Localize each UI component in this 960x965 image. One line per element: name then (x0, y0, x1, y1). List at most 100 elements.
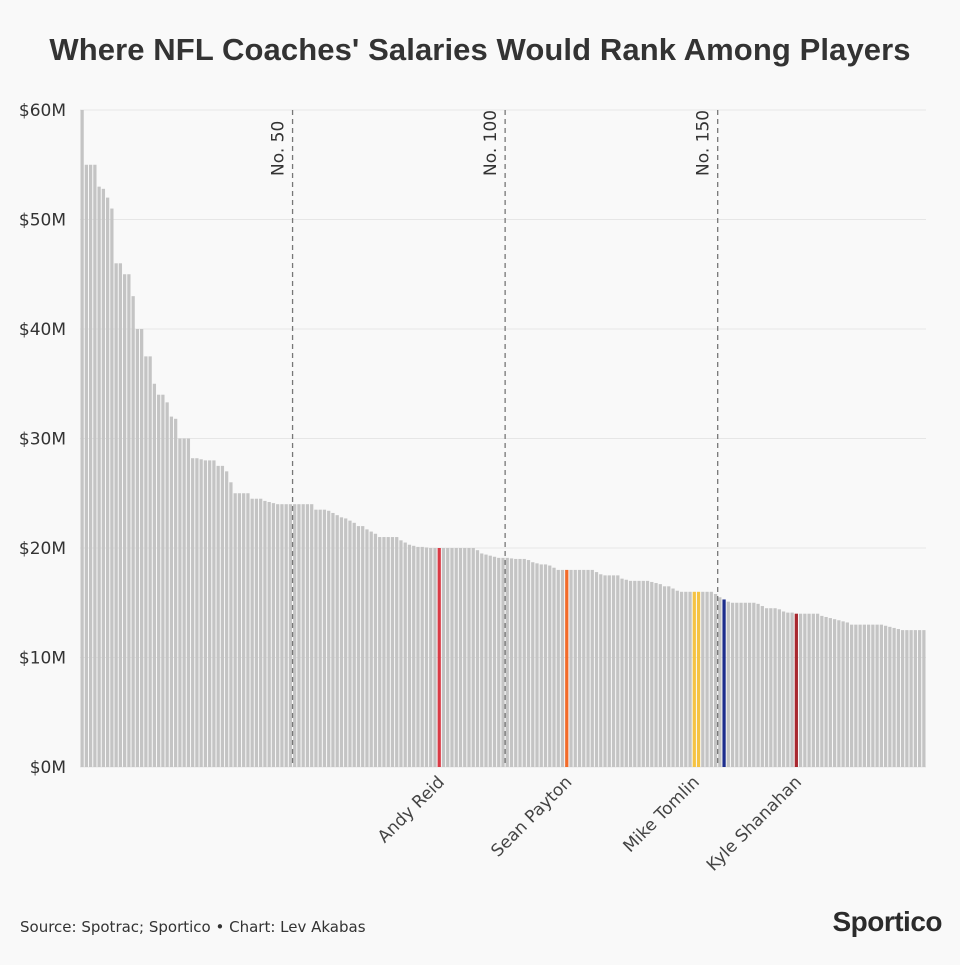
bar (628, 580, 633, 767)
highlight-name-label: Andy Reid (374, 772, 449, 847)
bar (671, 588, 675, 767)
bar (454, 548, 458, 767)
bar (713, 593, 718, 767)
bar (497, 557, 501, 767)
bar (365, 529, 369, 767)
bar (807, 613, 811, 767)
highlight-name-label: Kyle Shanahan (703, 772, 806, 875)
bars (80, 110, 926, 768)
bar (250, 498, 254, 767)
bar (471, 548, 475, 767)
bar (450, 548, 454, 767)
bar (790, 612, 794, 767)
bar (582, 569, 586, 767)
bar (399, 540, 403, 767)
bar (509, 558, 514, 767)
bar (633, 580, 637, 767)
bar (573, 569, 577, 767)
bar (237, 493, 242, 767)
bar (148, 356, 152, 767)
bar (654, 583, 658, 767)
bar (208, 460, 212, 767)
source-note: Source: Spotrac; Sportico • Chart: Lev A… (20, 918, 366, 936)
bar (620, 578, 624, 767)
bar (505, 557, 509, 767)
bar (203, 460, 208, 767)
bar (403, 542, 407, 767)
bar (616, 575, 620, 767)
bar (769, 608, 773, 767)
bar (373, 533, 378, 767)
bar (348, 520, 352, 767)
bar (743, 602, 747, 767)
chart-title: Where NFL Coaches' Salaries Would Rank A… (49, 32, 911, 67)
bar (437, 548, 441, 767)
bar (386, 537, 390, 767)
bar (590, 569, 594, 767)
bar (624, 579, 628, 767)
bar (186, 438, 191, 767)
bar (301, 504, 305, 767)
bar (93, 164, 97, 767)
bar (216, 465, 220, 767)
bar (858, 624, 862, 767)
bar (577, 569, 582, 767)
bar (845, 622, 849, 767)
bar (182, 438, 186, 767)
sportico-logo: Sportico (832, 906, 942, 937)
bar (280, 504, 284, 767)
bar (225, 471, 229, 767)
bar (106, 197, 110, 768)
bar (446, 548, 450, 767)
bar (854, 624, 858, 767)
bar (543, 564, 548, 767)
bar (548, 565, 552, 767)
bar (318, 509, 322, 767)
bar (552, 567, 556, 767)
bar (518, 558, 522, 767)
bar (463, 548, 467, 767)
bar (484, 554, 488, 767)
bar (514, 558, 518, 767)
bar (276, 504, 280, 767)
bar (157, 394, 161, 767)
y-axis: $0M $10M $20M $30M $40M $50M $60M (19, 101, 66, 778)
bar (841, 621, 845, 767)
bar (815, 613, 820, 767)
bar (696, 591, 701, 767)
bar (607, 575, 611, 767)
bar (140, 329, 144, 767)
bar (599, 574, 603, 767)
bar (246, 493, 250, 767)
bar (242, 493, 246, 767)
bar (199, 459, 203, 767)
bar (118, 263, 123, 767)
bar (905, 630, 909, 767)
y-tick-label: $30M (19, 430, 66, 450)
bar (611, 575, 616, 767)
bar (178, 438, 182, 767)
bar (501, 557, 505, 767)
bar (424, 547, 429, 767)
bar (314, 509, 318, 767)
bar (89, 164, 93, 767)
bar (429, 548, 433, 767)
bar (284, 504, 288, 767)
bar (641, 580, 645, 767)
bar (658, 584, 662, 767)
bar (165, 402, 169, 767)
bar (305, 504, 310, 767)
bar (900, 630, 905, 767)
bar (259, 498, 263, 767)
bar (828, 618, 832, 767)
bar (433, 548, 437, 767)
y-tick-label: $20M (19, 539, 66, 559)
bar (339, 517, 344, 767)
bar (293, 504, 297, 767)
bar (135, 329, 140, 767)
bar (395, 537, 399, 767)
bar (871, 624, 875, 767)
bar (267, 502, 271, 767)
bar (412, 545, 416, 767)
bar (692, 591, 696, 767)
